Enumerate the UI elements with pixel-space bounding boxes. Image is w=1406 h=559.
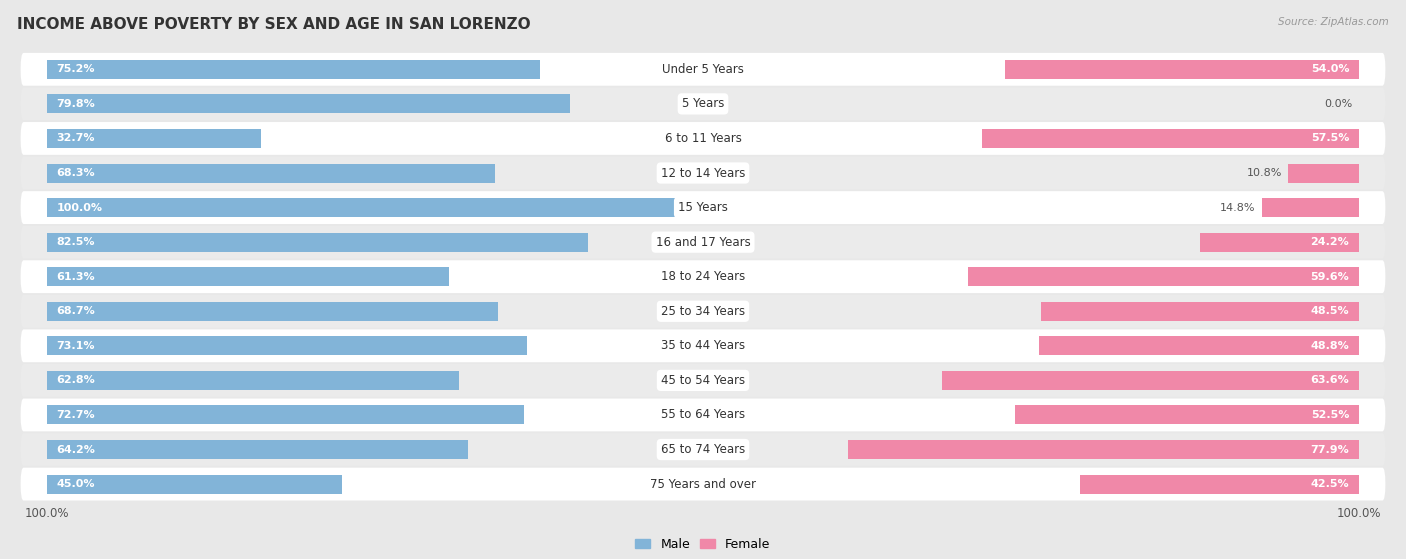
Text: 16 and 17 Years: 16 and 17 Years [655, 236, 751, 249]
Bar [969, 267, 1360, 286]
Text: 55 to 64 Years: 55 to 64 Years [661, 409, 745, 421]
Text: 45.0%: 45.0% [56, 479, 96, 489]
Text: 48.8%: 48.8% [1310, 341, 1350, 351]
Bar [1080, 475, 1360, 494]
Text: 61.3%: 61.3% [56, 272, 96, 282]
FancyBboxPatch shape [21, 329, 1385, 362]
Legend: Male, Female: Male, Female [630, 533, 776, 556]
Text: 77.9%: 77.9% [1310, 444, 1350, 454]
Bar [46, 94, 571, 113]
Bar [46, 337, 526, 356]
Bar [46, 371, 458, 390]
Text: 0.0%: 0.0% [1324, 99, 1353, 109]
Text: 63.6%: 63.6% [1310, 376, 1350, 385]
FancyBboxPatch shape [21, 191, 1385, 224]
Text: 59.6%: 59.6% [1310, 272, 1350, 282]
Bar [46, 475, 342, 494]
Text: 57.5%: 57.5% [1310, 134, 1350, 144]
Bar [46, 198, 703, 217]
Bar [46, 129, 262, 148]
Text: Source: ZipAtlas.com: Source: ZipAtlas.com [1278, 17, 1389, 27]
Text: 18 to 24 Years: 18 to 24 Years [661, 270, 745, 283]
Text: 32.7%: 32.7% [56, 134, 96, 144]
Text: 35 to 44 Years: 35 to 44 Years [661, 339, 745, 352]
Bar [46, 60, 540, 79]
Text: 12 to 14 Years: 12 to 14 Years [661, 167, 745, 179]
FancyBboxPatch shape [21, 87, 1385, 120]
FancyBboxPatch shape [21, 226, 1385, 259]
FancyBboxPatch shape [21, 122, 1385, 155]
Text: 52.5%: 52.5% [1310, 410, 1350, 420]
Bar [1201, 233, 1360, 252]
Bar [1263, 198, 1360, 217]
Text: 6 to 11 Years: 6 to 11 Years [665, 132, 741, 145]
FancyBboxPatch shape [21, 399, 1385, 432]
FancyBboxPatch shape [21, 295, 1385, 328]
Bar [981, 129, 1360, 148]
Bar [1015, 405, 1360, 424]
Bar [1039, 337, 1360, 356]
Bar [46, 302, 498, 321]
Text: 5 Years: 5 Years [682, 97, 724, 110]
Text: 79.8%: 79.8% [56, 99, 96, 109]
Text: 65 to 74 Years: 65 to 74 Years [661, 443, 745, 456]
Text: 82.5%: 82.5% [56, 237, 96, 247]
Text: 24.2%: 24.2% [1310, 237, 1350, 247]
Text: 14.8%: 14.8% [1220, 202, 1256, 212]
Bar [46, 164, 495, 183]
FancyBboxPatch shape [21, 468, 1385, 500]
FancyBboxPatch shape [21, 157, 1385, 190]
Text: 100.0%: 100.0% [56, 202, 103, 212]
Text: 62.8%: 62.8% [56, 376, 96, 385]
FancyBboxPatch shape [21, 53, 1385, 86]
Text: Under 5 Years: Under 5 Years [662, 63, 744, 76]
Bar [942, 371, 1360, 390]
Text: 48.5%: 48.5% [1310, 306, 1350, 316]
Text: INCOME ABOVE POVERTY BY SEX AND AGE IN SAN LORENZO: INCOME ABOVE POVERTY BY SEX AND AGE IN S… [17, 17, 530, 32]
Text: 45 to 54 Years: 45 to 54 Years [661, 374, 745, 387]
Text: 10.8%: 10.8% [1246, 168, 1282, 178]
Text: 75 Years and over: 75 Years and over [650, 477, 756, 491]
Bar [1005, 60, 1360, 79]
Bar [46, 440, 468, 459]
Text: 68.3%: 68.3% [56, 168, 96, 178]
Text: 64.2%: 64.2% [56, 444, 96, 454]
Bar [46, 233, 588, 252]
Text: 68.7%: 68.7% [56, 306, 96, 316]
Text: 15 Years: 15 Years [678, 201, 728, 214]
FancyBboxPatch shape [21, 364, 1385, 397]
FancyBboxPatch shape [21, 260, 1385, 293]
Bar [1288, 164, 1360, 183]
Text: 75.2%: 75.2% [56, 64, 96, 74]
Bar [848, 440, 1360, 459]
Bar [1040, 302, 1360, 321]
Text: 73.1%: 73.1% [56, 341, 96, 351]
Bar [46, 405, 524, 424]
Text: 72.7%: 72.7% [56, 410, 96, 420]
Text: 25 to 34 Years: 25 to 34 Years [661, 305, 745, 318]
Bar [46, 267, 449, 286]
Text: 42.5%: 42.5% [1310, 479, 1350, 489]
FancyBboxPatch shape [21, 433, 1385, 466]
Text: 54.0%: 54.0% [1310, 64, 1350, 74]
